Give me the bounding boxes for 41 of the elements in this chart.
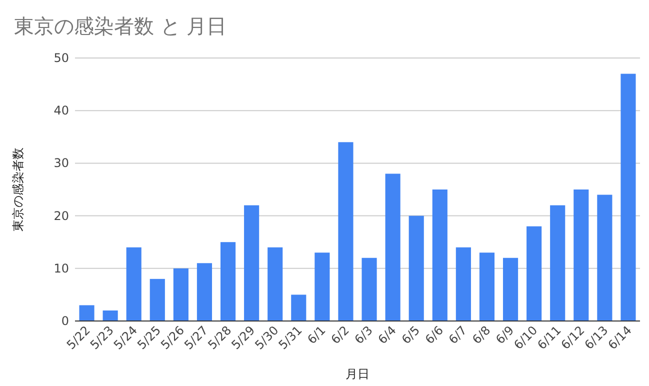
bar xyxy=(196,263,212,321)
bar xyxy=(338,142,354,321)
bar xyxy=(550,205,566,321)
bar xyxy=(244,205,260,321)
y-tick-label: 0 xyxy=(61,314,69,328)
bar xyxy=(150,278,165,321)
bar xyxy=(220,242,236,321)
bar xyxy=(408,216,424,321)
chart-title: 東京の感染者数 と 月日 xyxy=(14,14,227,38)
x-tick-label: 6/6 xyxy=(422,323,446,347)
y-tick-label: 50 xyxy=(54,51,69,65)
bar xyxy=(314,252,330,321)
y-tick-label: 20 xyxy=(54,208,69,223)
x-tick-label: 6/3 xyxy=(352,323,376,347)
y-axis-title: 東京の感染者数 xyxy=(11,148,25,232)
x-tick-label: 6/2 xyxy=(328,323,352,347)
bar xyxy=(574,190,589,321)
bar xyxy=(102,310,118,321)
bar xyxy=(502,258,518,321)
bar xyxy=(291,294,306,321)
bar xyxy=(597,194,612,321)
bar xyxy=(526,226,542,321)
bar xyxy=(126,247,142,321)
x-tick-label: 6/7 xyxy=(446,323,470,347)
y-tick-label: 30 xyxy=(54,156,69,170)
y-tick-label: 40 xyxy=(54,104,69,118)
x-axis-title: 月日 xyxy=(346,367,370,381)
bar xyxy=(479,252,495,321)
bar xyxy=(79,305,94,321)
bar xyxy=(456,247,471,321)
bar xyxy=(173,268,188,321)
bar xyxy=(385,174,400,321)
x-tick-label: 6/4 xyxy=(375,323,399,347)
bar xyxy=(620,74,636,321)
x-tick-label: 6/8 xyxy=(470,323,494,347)
bar xyxy=(432,190,448,321)
x-tick-label: 6/5 xyxy=(398,323,422,347)
bar xyxy=(362,258,377,321)
x-tick-label: 6/1 xyxy=(304,323,328,347)
bar xyxy=(268,247,283,321)
y-tick-label: 10 xyxy=(54,261,69,276)
